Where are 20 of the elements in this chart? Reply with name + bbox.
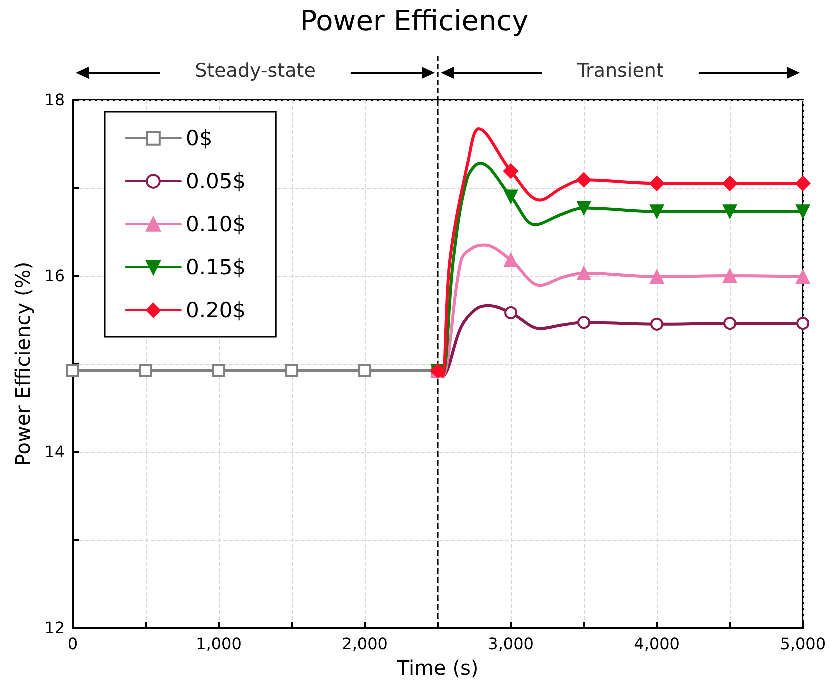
x-tick-label: 1,000 xyxy=(196,634,242,654)
y-tick-label: 16 xyxy=(44,266,65,286)
legend-label: 0.20$ xyxy=(186,298,246,322)
legend-label: 0.05$ xyxy=(186,170,246,194)
chart-title: Power Efficiency xyxy=(300,4,529,38)
x-tick-label: 2,000 xyxy=(342,634,388,654)
x-tick-label: 0 xyxy=(68,634,78,654)
text: Transient xyxy=(577,60,664,82)
y-axis-title: Power Efficiency (%) xyxy=(11,262,35,466)
legend-label: 0.15$ xyxy=(186,256,246,280)
y-tick-label: 12 xyxy=(44,618,65,638)
y-tick-label: 14 xyxy=(44,442,65,462)
x-axis-title: Time (s) xyxy=(396,656,479,680)
x-tick-label: 4,000 xyxy=(634,634,680,654)
x-tick-label: 5,000 xyxy=(780,634,826,654)
x-tick-label: 3,000 xyxy=(488,634,534,654)
y-tick-label: 18 xyxy=(44,90,65,110)
legend-label: 0.10$ xyxy=(186,212,246,236)
legend-label: 0$ xyxy=(186,126,213,150)
text: Steady-state xyxy=(195,60,316,82)
